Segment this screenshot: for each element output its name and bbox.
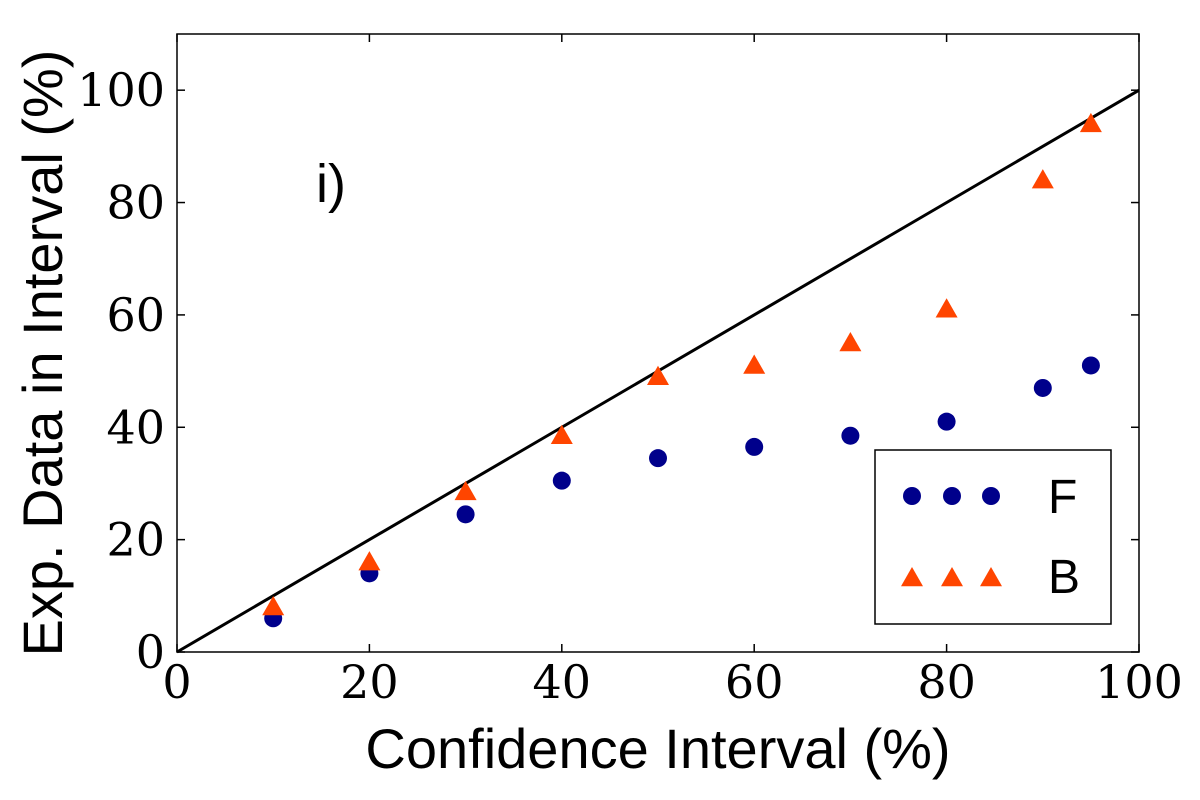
series-F-point [937,412,956,431]
series-F-point [552,471,571,490]
series-B-point [647,365,669,385]
legend-marker-B [941,567,963,587]
x-axis-title: Confidence Interval (%) [365,717,950,780]
y-tick-label: 20 [106,513,165,567]
series-B-point [262,596,285,616]
legend-box [874,449,1112,625]
data-points [262,112,1102,628]
plot-frame [176,33,1140,653]
legend-marker-F [982,487,1000,505]
series-F-point [649,449,667,468]
legend-marker-B [901,567,923,587]
series-B-point [743,354,766,374]
series-F-point [1081,356,1100,375]
series-B-point [454,480,477,501]
y-tick-label: 40 [106,400,165,454]
series-F-point [1033,378,1052,397]
y-tick-label: 80 [106,176,165,230]
series-B-point [1031,169,1054,189]
series-B-point [935,298,958,318]
legend-marker-F [903,487,921,505]
x-tick-label: 0 [162,655,191,709]
legend-label-F: F [1048,471,1077,524]
panel-label: i) [316,154,346,214]
x-tick-label: 80 [917,655,976,709]
y-tick-label: 100 [77,63,165,117]
x-tick-label: 60 [725,655,784,709]
y-axis-title: Exp. Data in Interval (%) [11,50,74,657]
y-tick-label: 60 [106,288,165,342]
legend-marker-F [943,487,961,505]
series-B-point [839,332,862,352]
legend: FB [874,449,1112,625]
x-tick-label: 100 [1095,655,1183,709]
series-F-point [456,505,475,524]
x-tick-label: 20 [340,655,399,709]
series-B-point [358,551,381,571]
legend-marker-B [980,567,1002,587]
series-F-point [745,437,764,456]
y-tick-label: 0 [136,625,165,679]
series-F-point [841,426,860,445]
legend-label-B: B [1048,551,1080,604]
tick-labels: 0 20 40 60 80 100 0 20 40 60 80 100 [77,63,1183,709]
x-tick-label: 40 [533,655,592,709]
series-B-point [550,424,573,444]
series-B-point [1079,112,1102,133]
